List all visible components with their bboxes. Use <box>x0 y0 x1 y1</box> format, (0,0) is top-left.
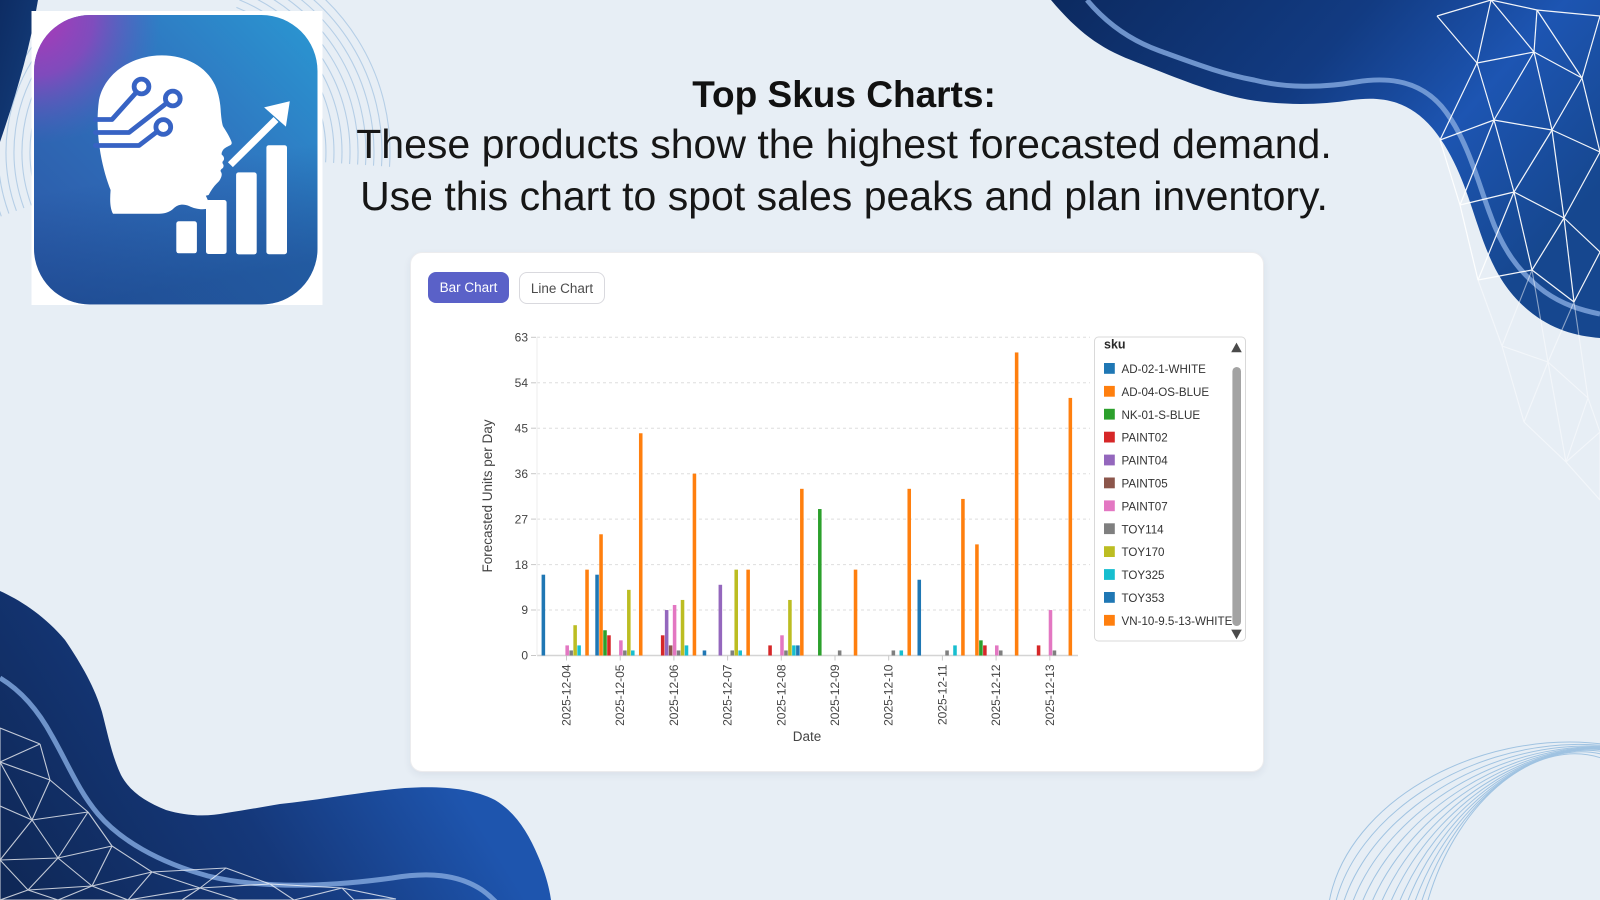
svg-text:TOY353: TOY353 <box>1122 592 1165 605</box>
svg-text:27: 27 <box>515 512 529 526</box>
svg-text:TOY170: TOY170 <box>1122 546 1165 559</box>
svg-text:TOY114: TOY114 <box>1122 523 1165 536</box>
svg-text:18: 18 <box>515 558 529 572</box>
svg-text:45: 45 <box>515 421 529 435</box>
svg-text:2025-12-09: 2025-12-09 <box>828 664 842 726</box>
svg-text:VN-10-9.5-13-WHITE: VN-10-9.5-13-WHITE <box>1122 615 1233 628</box>
svg-text:sku: sku <box>1104 338 1126 352</box>
svg-text:AD-04-OS-BLUE: AD-04-OS-BLUE <box>1122 386 1210 399</box>
svg-text:63: 63 <box>515 331 529 345</box>
svg-text:2025-12-13: 2025-12-13 <box>1043 664 1057 726</box>
svg-text:2025-12-12: 2025-12-12 <box>989 664 1003 726</box>
svg-text:2025-12-04: 2025-12-04 <box>560 664 574 726</box>
svg-text:2025-12-11: 2025-12-11 <box>935 664 949 725</box>
svg-text:AD-02-1-WHITE: AD-02-1-WHITE <box>1122 363 1207 376</box>
svg-text:2025-12-07: 2025-12-07 <box>721 664 735 726</box>
svg-text:54: 54 <box>515 376 529 390</box>
svg-text:Forecasted Units per Day: Forecasted Units per Day <box>480 419 495 572</box>
svg-text:NK-01-S-BLUE: NK-01-S-BLUE <box>1122 409 1201 422</box>
svg-text:PAINT07: PAINT07 <box>1122 500 1168 513</box>
svg-text:PAINT02: PAINT02 <box>1122 432 1168 445</box>
svg-text:2025-12-05: 2025-12-05 <box>613 664 627 726</box>
svg-text:PAINT05: PAINT05 <box>1122 478 1168 491</box>
svg-text:0: 0 <box>521 649 528 663</box>
svg-text:36: 36 <box>515 467 529 481</box>
svg-text:TOY325: TOY325 <box>1122 569 1165 582</box>
svg-text:9: 9 <box>521 603 528 617</box>
svg-text:PAINT04: PAINT04 <box>1122 455 1169 468</box>
svg-text:2025-12-10: 2025-12-10 <box>882 664 896 726</box>
svg-text:2025-12-06: 2025-12-06 <box>667 664 681 726</box>
svg-text:2025-12-08: 2025-12-08 <box>774 664 788 726</box>
svg-text:Date: Date <box>793 729 822 744</box>
